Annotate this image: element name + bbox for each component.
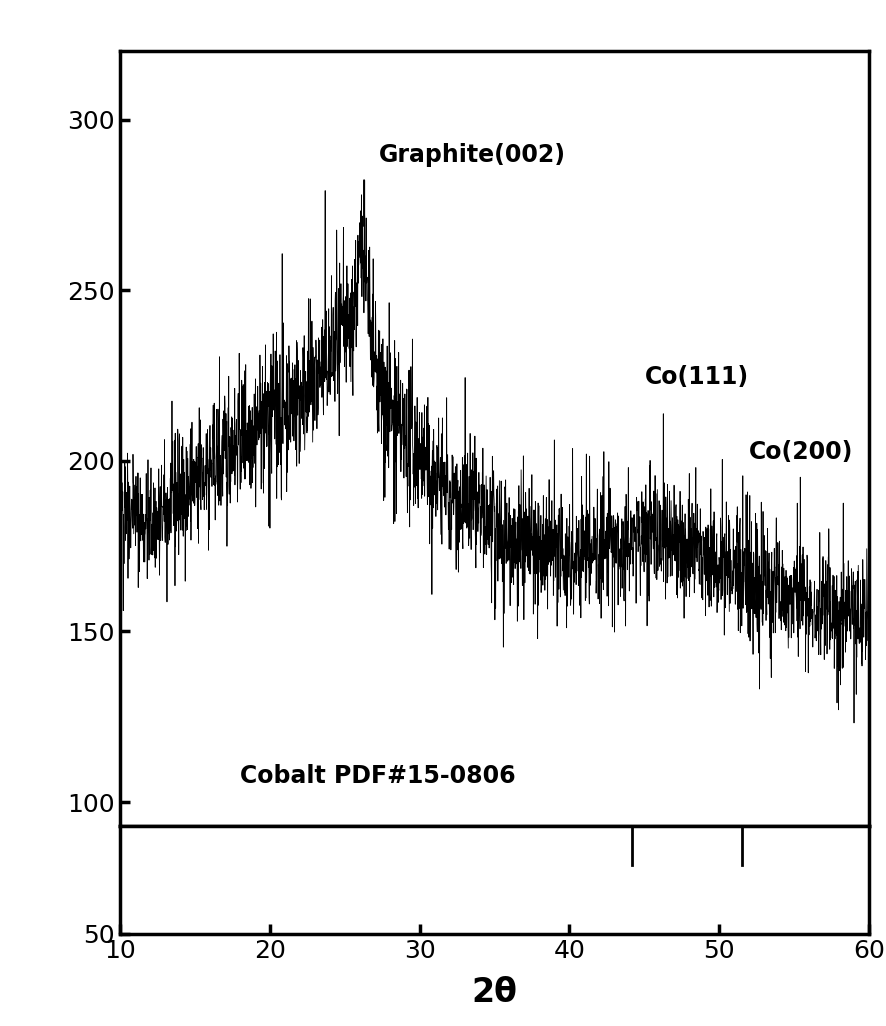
Text: Cobalt PDF#15-0806: Cobalt PDF#15-0806 bbox=[239, 764, 515, 788]
Text: Co(111): Co(111) bbox=[643, 365, 748, 389]
Text: Graphite(002): Graphite(002) bbox=[378, 144, 565, 167]
Text: Co(200): Co(200) bbox=[749, 440, 852, 464]
X-axis label: 2θ: 2θ bbox=[471, 977, 517, 1010]
